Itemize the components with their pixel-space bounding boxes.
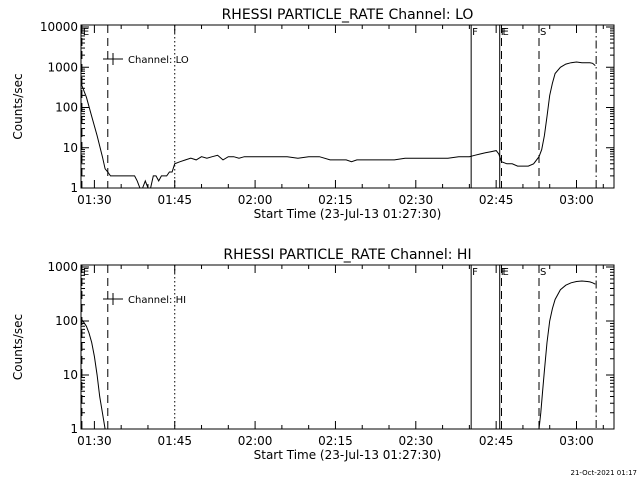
x-tick-label-hi: 02:15 bbox=[318, 434, 353, 448]
y-tick-label-hi: 1 bbox=[70, 422, 78, 436]
chart-panel-hi: RHESSI PARTICLE_RATE Channel: HI Counts/s… bbox=[11, 247, 615, 462]
series-line-hi bbox=[80, 318, 106, 430]
x-axis-label-lo: Start Time (23-Jul-13 01:27:30) bbox=[254, 207, 442, 221]
x-tick-label-hi: 01:45 bbox=[157, 434, 192, 448]
plot-frame-hi bbox=[80, 264, 615, 430]
x-tick-label-lo: 02:15 bbox=[318, 193, 353, 207]
y-axis-label-lo: Counts/sec bbox=[11, 73, 25, 139]
x-tick-label-hi: 02:00 bbox=[238, 434, 273, 448]
footer-timestamp: 21-Oct-2021 01:17 bbox=[571, 469, 637, 477]
x-axis-label-hi: Start Time (23-Jul-13 01:27:30) bbox=[254, 448, 442, 462]
series-line-lo bbox=[80, 61, 596, 189]
event-marker-label-lo: F bbox=[472, 27, 478, 38]
x-tick-label-lo: 03:00 bbox=[559, 193, 594, 207]
chart-panel-lo: RHESSI PARTICLE_RATE Channel: LO Counts/s… bbox=[11, 7, 615, 221]
y-tick-label-lo: 100 bbox=[55, 101, 78, 115]
y-tick-label-hi: 100 bbox=[55, 314, 78, 328]
y-tick-label-lo: 1000 bbox=[47, 60, 78, 74]
event-marker-label-hi: S bbox=[540, 267, 546, 278]
x-tick-label-lo: 02:30 bbox=[399, 193, 434, 207]
x-tick-label-hi: 02:45 bbox=[479, 434, 514, 448]
event-marker-label-hi: E bbox=[83, 267, 89, 278]
event-marker-label-lo: E bbox=[503, 27, 509, 38]
x-tick-label-hi: 03:00 bbox=[559, 434, 594, 448]
chart-title-lo: RHESSI PARTICLE_RATE Channel: LO bbox=[222, 7, 474, 23]
x-tick-label-lo: 01:45 bbox=[157, 193, 192, 207]
legend-label-hi: Channel: HI bbox=[128, 295, 186, 306]
event-marker-label-lo: F bbox=[501, 27, 507, 38]
x-tick-label-hi: 01:30 bbox=[77, 434, 112, 448]
x-tick-label-lo: 02:45 bbox=[479, 193, 514, 207]
y-tick-label-hi: 10 bbox=[63, 368, 78, 382]
x-tick-label-lo: 02:00 bbox=[238, 193, 273, 207]
x-tick-label-lo: 01:30 bbox=[77, 193, 112, 207]
y-tick-label-lo: 10 bbox=[63, 141, 78, 155]
legend-label-lo: Channel: LO bbox=[128, 55, 189, 66]
plot-frame-lo bbox=[80, 24, 615, 189]
y-axis-label-hi: Counts/sec bbox=[11, 314, 25, 380]
event-marker-label-lo: S bbox=[540, 27, 546, 38]
event-marker-label-hi: E bbox=[503, 267, 509, 278]
event-marker-label-lo: E bbox=[83, 27, 89, 38]
y-tick-label-lo: 10000 bbox=[40, 20, 78, 34]
chart-title-hi: RHESSI PARTICLE_RATE Channel: HI bbox=[223, 247, 471, 263]
series-line-hi bbox=[538, 280, 596, 430]
x-tick-label-hi: 02:30 bbox=[399, 434, 434, 448]
y-tick-label-lo: 1 bbox=[70, 181, 78, 195]
y-tick-label-hi: 1000 bbox=[47, 260, 78, 274]
event-marker-label-hi: F bbox=[501, 267, 507, 278]
event-marker-label-hi: F bbox=[472, 267, 478, 278]
